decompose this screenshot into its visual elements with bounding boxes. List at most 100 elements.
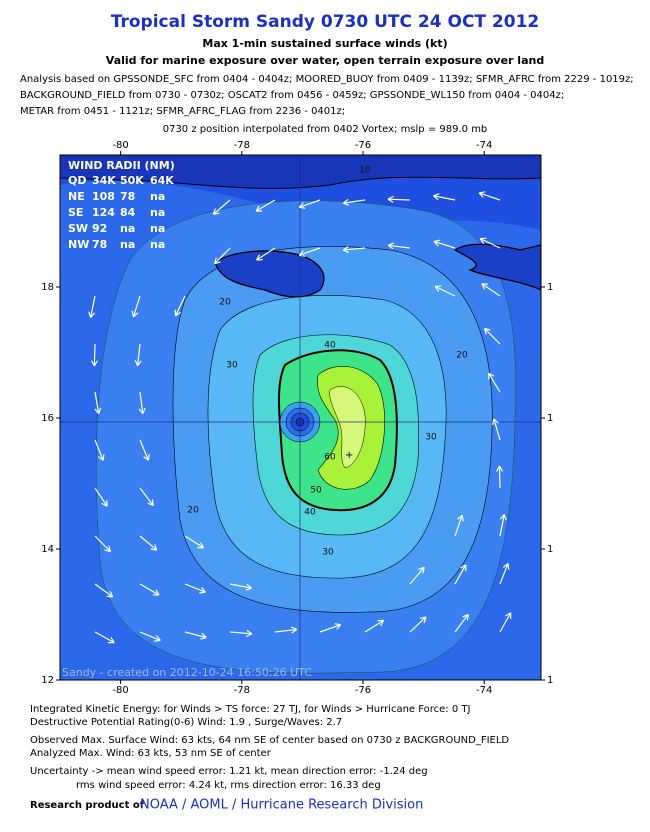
wind-arrow bbox=[454, 514, 464, 537]
lat-tick-label: 16 bbox=[41, 413, 54, 424]
wind-arrow bbox=[499, 612, 512, 633]
wind-arrow bbox=[434, 285, 456, 297]
radii-cell: 92 bbox=[92, 222, 107, 235]
wind-arrow bbox=[256, 247, 276, 261]
wind-arrow bbox=[184, 631, 207, 640]
subtitle: Max 1-min sustained surface winds (kt) bbox=[202, 37, 447, 50]
wind-arrow bbox=[174, 295, 186, 317]
wind-arrow bbox=[387, 195, 411, 203]
wind-arrow bbox=[298, 199, 321, 209]
radii-cell: na bbox=[120, 238, 135, 251]
lon-tick-label: -76 bbox=[355, 685, 371, 696]
wind-arrow bbox=[499, 563, 510, 585]
wind-arrow bbox=[139, 487, 154, 507]
wind-arrow bbox=[94, 487, 108, 507]
wind-arrow bbox=[454, 613, 469, 633]
right-tick-label: 1 bbox=[547, 544, 553, 555]
radii-header: 50K bbox=[120, 174, 144, 187]
max-wind-marker: + bbox=[345, 450, 353, 461]
wind-arrow bbox=[139, 439, 150, 461]
contour-label: 40 bbox=[304, 508, 316, 518]
right-tick-label: 1 bbox=[547, 413, 553, 424]
footer-line: Integrated Kinetic Energy: for Winds > T… bbox=[30, 704, 470, 715]
credit: Sandy - created on 2012-10-24 16:50:26 U… bbox=[62, 666, 312, 679]
contour-label: 30 bbox=[425, 433, 437, 443]
footer-line: Uncertainty -> mean wind speed error: 1.… bbox=[30, 766, 428, 777]
radii-cell: na bbox=[120, 222, 135, 235]
contour-label: 50 bbox=[310, 486, 322, 496]
map: + 10 20 20 20 30 30 30 40 40 50 60 WIND RADII (NM)… bbox=[60, 155, 541, 680]
wind-arrow bbox=[94, 391, 102, 415]
radii-header: 64K bbox=[150, 174, 174, 187]
contour-label: 20 bbox=[187, 506, 199, 516]
wind-arrow bbox=[139, 535, 158, 551]
lon-tick-label: -74 bbox=[476, 140, 492, 151]
radii-cell: 108 bbox=[92, 190, 115, 203]
wind-arrow bbox=[319, 623, 342, 633]
contour-label: 60 bbox=[324, 453, 336, 463]
wind-arrow bbox=[409, 616, 427, 633]
right-tick-label: 1 bbox=[547, 282, 553, 293]
lat-tick-label: 14 bbox=[41, 544, 54, 555]
radii-header: 34K bbox=[92, 174, 116, 187]
wind-arrow bbox=[94, 631, 115, 644]
wind-arrow bbox=[94, 535, 112, 553]
footer-line: Analyzed Max. Wind: 63 kts, 53 nm SE of … bbox=[30, 748, 272, 759]
radii-title: WIND RADII (NM) bbox=[68, 159, 175, 172]
wind-arrow bbox=[479, 237, 501, 249]
right-tick-label: 1 bbox=[547, 675, 553, 686]
wind-arrow bbox=[478, 191, 501, 201]
wind-arrow bbox=[134, 343, 142, 367]
contour-fill bbox=[329, 386, 366, 469]
wind-arrow bbox=[229, 583, 252, 591]
position-note: 0730 z position interpolated from 0402 V… bbox=[163, 124, 488, 135]
radii-cell: SW bbox=[68, 222, 88, 235]
lat-tick-label: 18 bbox=[41, 282, 54, 293]
land-jamaica bbox=[214, 250, 325, 298]
wind-arrow bbox=[433, 193, 456, 201]
wind-arrow bbox=[488, 372, 501, 393]
wind-arrow bbox=[90, 343, 99, 367]
wind-arrow bbox=[387, 242, 411, 250]
wind-arrow bbox=[138, 391, 146, 415]
lon-tick-label: -80 bbox=[112, 685, 128, 696]
lat-tick-label: 12 bbox=[41, 675, 54, 686]
subtitle: Valid for marine exposure over water, op… bbox=[106, 54, 544, 67]
wind-arrow bbox=[409, 566, 425, 585]
wind-arrow bbox=[499, 514, 507, 537]
radii-header: QD bbox=[68, 174, 86, 187]
wind-arrow bbox=[184, 535, 205, 549]
contour-label: 30 bbox=[226, 361, 238, 371]
wind-arrow bbox=[298, 247, 321, 257]
wind-arrows bbox=[88, 191, 512, 644]
radii-cell: SE bbox=[68, 206, 83, 219]
analysis-line: METAR from 0451 - 1121z; SFMR_AFRC_FLAG … bbox=[20, 106, 345, 117]
contour-label: 10 bbox=[359, 166, 371, 176]
research-org: NOAA / AOML / Hurricane Research Divisio… bbox=[140, 798, 423, 813]
wind-arrow bbox=[483, 327, 501, 345]
wind-arrow bbox=[342, 198, 366, 206]
radii-cell: na bbox=[150, 190, 165, 203]
land-cuba bbox=[60, 155, 541, 189]
wind-arrow bbox=[94, 439, 105, 461]
analysis-line: BACKGROUND_FIELD from 0730 - 0730z; OSCA… bbox=[20, 90, 564, 101]
radii-cell: na bbox=[150, 238, 165, 251]
lon-tick-label: -78 bbox=[234, 685, 250, 696]
radii-cell: NW bbox=[68, 238, 89, 251]
title: Tropical Storm Sandy 0730 UTC 24 OCT 201… bbox=[111, 12, 540, 32]
wind-arrow bbox=[88, 295, 96, 318]
wind-arrow bbox=[342, 246, 366, 254]
wind-arrow bbox=[255, 199, 276, 212]
wind-arrow bbox=[433, 239, 456, 249]
analysis-line: Analysis based on GPSSONDE_SFC from 0404… bbox=[20, 74, 634, 85]
wind-arrow bbox=[212, 199, 231, 215]
radii-cell: na bbox=[150, 206, 165, 219]
contour-label: 20 bbox=[219, 298, 231, 308]
contour-labels: 10 20 20 20 30 30 30 40 40 50 60 bbox=[187, 166, 468, 558]
wind-arrow bbox=[229, 629, 253, 637]
wind-arrow bbox=[131, 295, 141, 318]
wind-arrow bbox=[454, 564, 467, 585]
wind-arrow bbox=[364, 619, 385, 633]
footer-line: Observed Max. Surface Wind: 63 kts, 64 n… bbox=[30, 735, 509, 746]
